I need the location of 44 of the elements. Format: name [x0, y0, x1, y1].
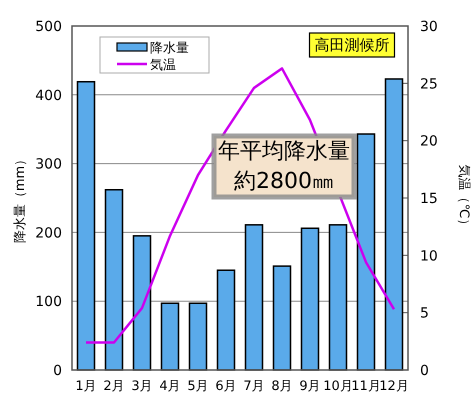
x-tick-label: 1月: [75, 379, 97, 394]
y2-tick-label: 10: [420, 248, 438, 264]
x-tick-label: 9月: [299, 379, 321, 394]
bar: [216, 269, 236, 371]
legend-label: 気温: [150, 58, 176, 73]
x-tick-label: 6月: [215, 379, 237, 394]
x-tick-label: 7月: [243, 379, 265, 394]
y-tick-label: 200: [35, 225, 62, 242]
y-tick-label: 400: [35, 88, 62, 104]
bar: [132, 235, 152, 371]
y2-tick-label: 30: [420, 19, 438, 35]
bar: [384, 78, 404, 371]
y-tick-label: 100: [35, 294, 62, 310]
annotation: 年平均降水量: [218, 139, 350, 164]
bar: [76, 80, 96, 371]
y-tick-label: 0: [53, 363, 62, 379]
x-tick-label: 2月: [103, 379, 125, 394]
bar: [328, 224, 348, 371]
y-tick-label: 500: [35, 19, 62, 35]
y2-tick-label: 5: [420, 306, 429, 322]
x-tick-label: 4月: [159, 379, 181, 394]
x-tick-label: 3月: [131, 379, 153, 394]
bar: [356, 133, 376, 371]
bar: [188, 302, 208, 371]
bar: [104, 188, 124, 371]
y2-axis-title: 気温（℃）: [456, 164, 471, 232]
bar: [272, 265, 292, 371]
annotation: 高田測候所: [314, 36, 390, 54]
bar: [160, 302, 180, 371]
bar: [244, 224, 264, 371]
x-tick-label: 12月: [379, 379, 409, 394]
x-tick-label: 8月: [271, 379, 293, 394]
y2-tick-label: 15: [420, 191, 438, 207]
annotation: 約2800㎜: [234, 169, 334, 194]
x-tick-label: 11月: [351, 379, 381, 394]
y2-tick-label: 0: [420, 363, 429, 379]
y2-tick-label: 25: [420, 76, 438, 92]
x-tick-label: 5月: [187, 379, 209, 394]
y-tick-label: 300: [35, 156, 62, 173]
y2-tick-label: 20: [420, 134, 438, 150]
x-tick-label: 10月: [323, 379, 353, 394]
bar: [300, 228, 320, 371]
y-axis-title: 降水量（mm）: [13, 152, 28, 244]
legend-label: 降水量: [150, 41, 189, 56]
